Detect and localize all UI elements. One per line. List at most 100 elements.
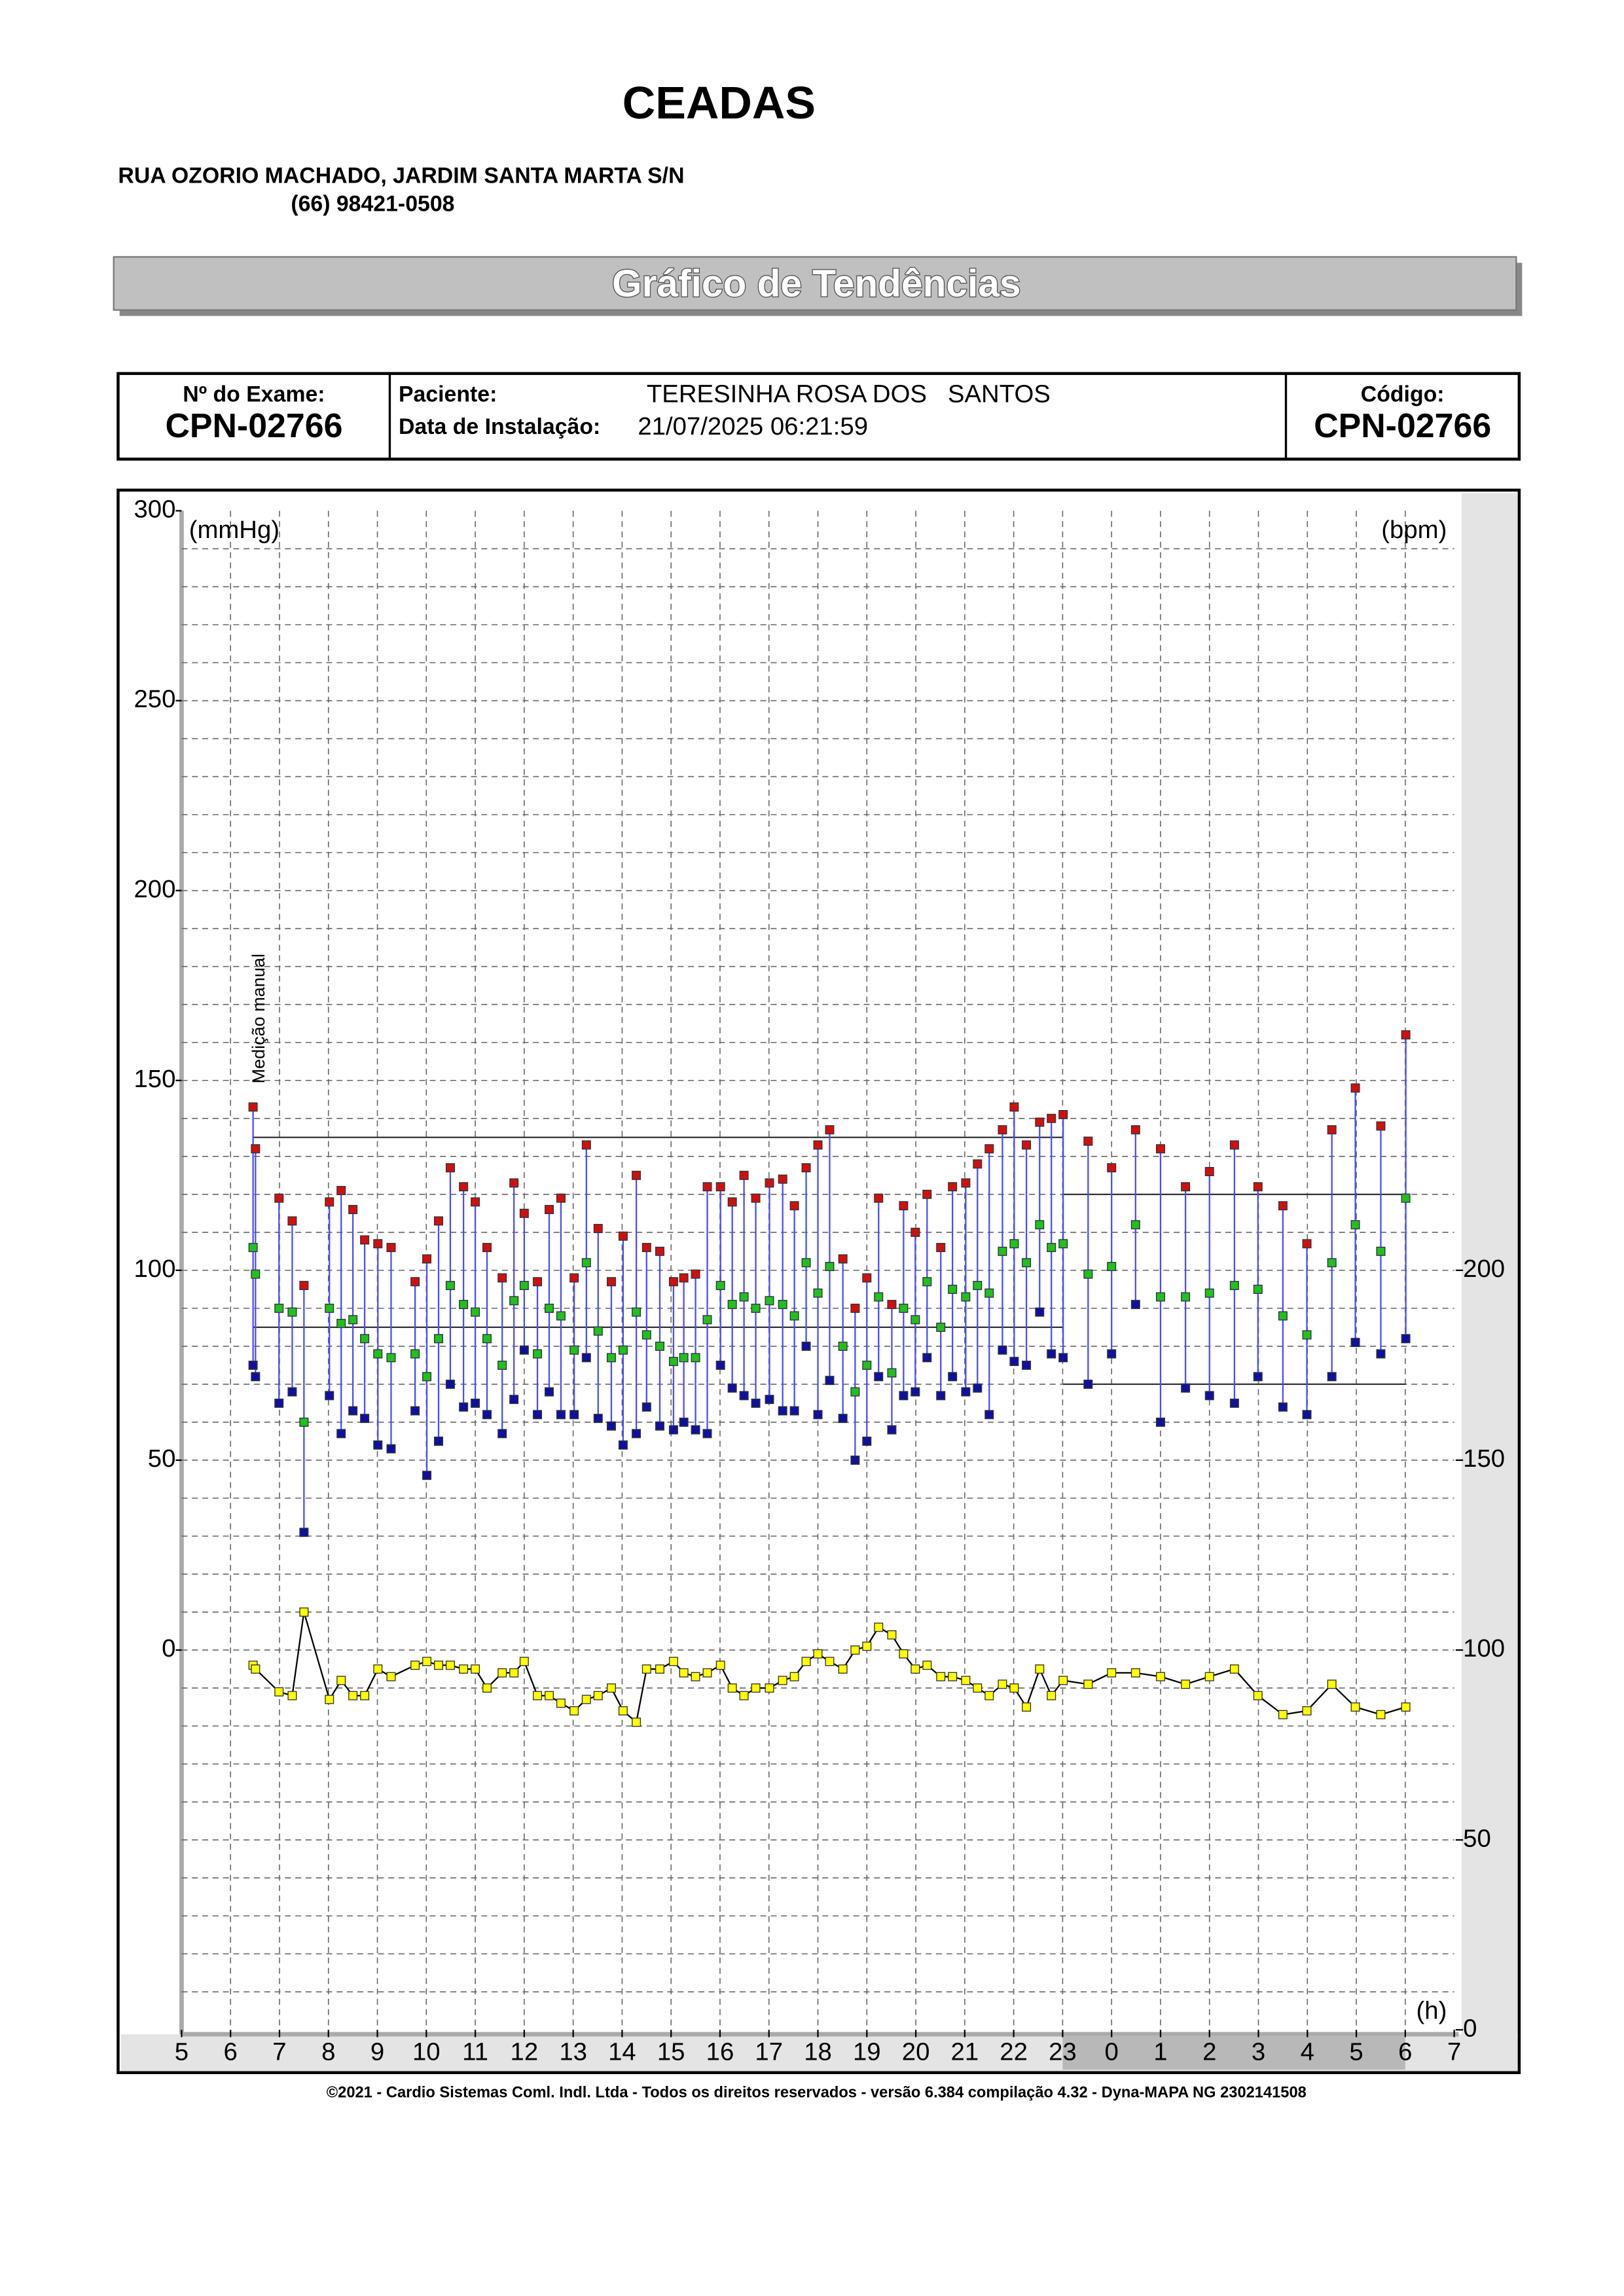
hr-marker bbox=[545, 1691, 554, 1700]
diastolic-marker bbox=[1130, 1300, 1140, 1310]
y2-tick-label: 200 bbox=[1463, 1255, 1505, 1283]
hr-marker bbox=[715, 1660, 725, 1670]
x-tick-label: 19 bbox=[853, 2038, 881, 2066]
diastolic-marker bbox=[887, 1425, 897, 1435]
diastolic-marker bbox=[778, 1406, 787, 1416]
mean-marker bbox=[410, 1349, 420, 1359]
systolic-marker bbox=[691, 1269, 700, 1279]
mean-marker bbox=[998, 1246, 1007, 1256]
diastolic-marker bbox=[1401, 1334, 1411, 1344]
mean-marker bbox=[569, 1345, 579, 1355]
diastolic-marker bbox=[519, 1345, 529, 1355]
diastolic-marker bbox=[251, 1372, 261, 1382]
hr-marker bbox=[1155, 1672, 1165, 1681]
diastolic-marker bbox=[348, 1406, 358, 1416]
mean-marker bbox=[801, 1258, 811, 1268]
systolic-marker bbox=[618, 1231, 628, 1241]
diastolic-marker bbox=[825, 1376, 835, 1386]
hr-marker bbox=[789, 1672, 799, 1681]
systolic-marker bbox=[1376, 1121, 1386, 1131]
hr-marker bbox=[1278, 1710, 1288, 1719]
mean-marker bbox=[287, 1307, 297, 1317]
y2-tick-label: 50 bbox=[1463, 1824, 1491, 1852]
y-tick-label: 50 bbox=[148, 1444, 176, 1473]
night-band bbox=[1062, 2036, 1405, 2070]
diastolic-marker bbox=[593, 1414, 603, 1424]
x-tick-label: 17 bbox=[755, 2038, 783, 2066]
y-tick-label: 200 bbox=[134, 875, 175, 903]
x-tick-label: 23 bbox=[1049, 2038, 1077, 2066]
mean-marker bbox=[581, 1258, 591, 1268]
hr-marker bbox=[641, 1664, 651, 1674]
diastolic-marker bbox=[739, 1391, 749, 1401]
hr-marker bbox=[899, 1649, 909, 1659]
diastolic-marker bbox=[1229, 1398, 1239, 1408]
mean-marker bbox=[593, 1326, 603, 1336]
hr-marker bbox=[887, 1630, 897, 1640]
hr-marker bbox=[1083, 1679, 1093, 1689]
diastolic-marker bbox=[410, 1406, 420, 1416]
x-tick-label: 7 bbox=[1447, 2038, 1461, 2066]
patient-label: Paciente: bbox=[399, 382, 497, 406]
x-tick-label: 6 bbox=[224, 2038, 238, 2066]
mean-marker bbox=[1204, 1288, 1214, 1298]
mean-marker bbox=[1022, 1258, 1032, 1268]
hr-marker bbox=[325, 1695, 334, 1704]
diastolic-marker bbox=[641, 1402, 651, 1412]
systolic-marker bbox=[641, 1243, 651, 1253]
systolic-marker bbox=[765, 1178, 774, 1188]
systolic-marker bbox=[1035, 1117, 1045, 1127]
mean-marker bbox=[533, 1349, 543, 1359]
systolic-marker bbox=[739, 1170, 749, 1180]
mean-marker bbox=[545, 1303, 554, 1313]
mean-marker bbox=[459, 1300, 469, 1310]
hr-marker bbox=[482, 1683, 492, 1693]
x-tick-label: 20 bbox=[902, 2038, 930, 2066]
diastolic-marker bbox=[1376, 1349, 1386, 1359]
mean-marker bbox=[1401, 1193, 1411, 1203]
y-axis-label: (mmHg) bbox=[189, 516, 280, 544]
systolic-marker bbox=[668, 1277, 678, 1287]
hr-marker bbox=[1327, 1679, 1337, 1689]
systolic-marker bbox=[911, 1227, 920, 1237]
diastolic-marker bbox=[899, 1391, 909, 1401]
y-tick-label: 300 bbox=[134, 495, 175, 524]
diastolic-marker bbox=[1350, 1338, 1360, 1348]
systolic-marker bbox=[606, 1277, 616, 1287]
install-date: 21/07/2025 06:21:59 bbox=[638, 412, 868, 440]
mean-marker bbox=[434, 1334, 443, 1344]
x-axis-label: (h) bbox=[1416, 1996, 1447, 2024]
mean-marker bbox=[911, 1315, 920, 1325]
hr-marker bbox=[593, 1691, 603, 1700]
systolic-marker bbox=[679, 1273, 689, 1283]
mean-marker bbox=[727, 1300, 737, 1310]
hr-marker bbox=[1130, 1668, 1140, 1677]
mean-marker bbox=[838, 1341, 848, 1351]
hr-marker bbox=[874, 1623, 884, 1632]
systolic-marker bbox=[632, 1170, 641, 1180]
diastolic-marker bbox=[1327, 1372, 1337, 1382]
mean-marker bbox=[606, 1353, 616, 1363]
x-tick-label: 16 bbox=[706, 2038, 734, 2066]
diastolic-marker bbox=[471, 1398, 480, 1408]
diastolic-marker bbox=[533, 1410, 543, 1420]
diastolic-marker bbox=[386, 1444, 396, 1454]
systolic-marker bbox=[948, 1182, 958, 1192]
mean-marker bbox=[336, 1319, 346, 1329]
systolic-marker bbox=[789, 1201, 799, 1211]
diastolic-marker bbox=[1107, 1349, 1117, 1359]
hr-marker bbox=[581, 1695, 591, 1704]
hr-marker bbox=[1058, 1676, 1068, 1685]
hr-marker bbox=[765, 1683, 774, 1693]
hr-marker bbox=[1181, 1679, 1191, 1689]
hr-marker bbox=[434, 1660, 443, 1670]
mean-marker bbox=[1350, 1220, 1360, 1230]
hr-marker bbox=[1229, 1664, 1239, 1674]
systolic-marker bbox=[251, 1144, 261, 1154]
systolic-marker bbox=[1181, 1182, 1191, 1192]
y2-tick-label: 0 bbox=[1463, 2014, 1477, 2042]
systolic-marker bbox=[1058, 1109, 1068, 1119]
systolic-marker bbox=[862, 1273, 872, 1283]
mean-marker bbox=[679, 1353, 689, 1363]
diastolic-marker bbox=[765, 1395, 774, 1405]
